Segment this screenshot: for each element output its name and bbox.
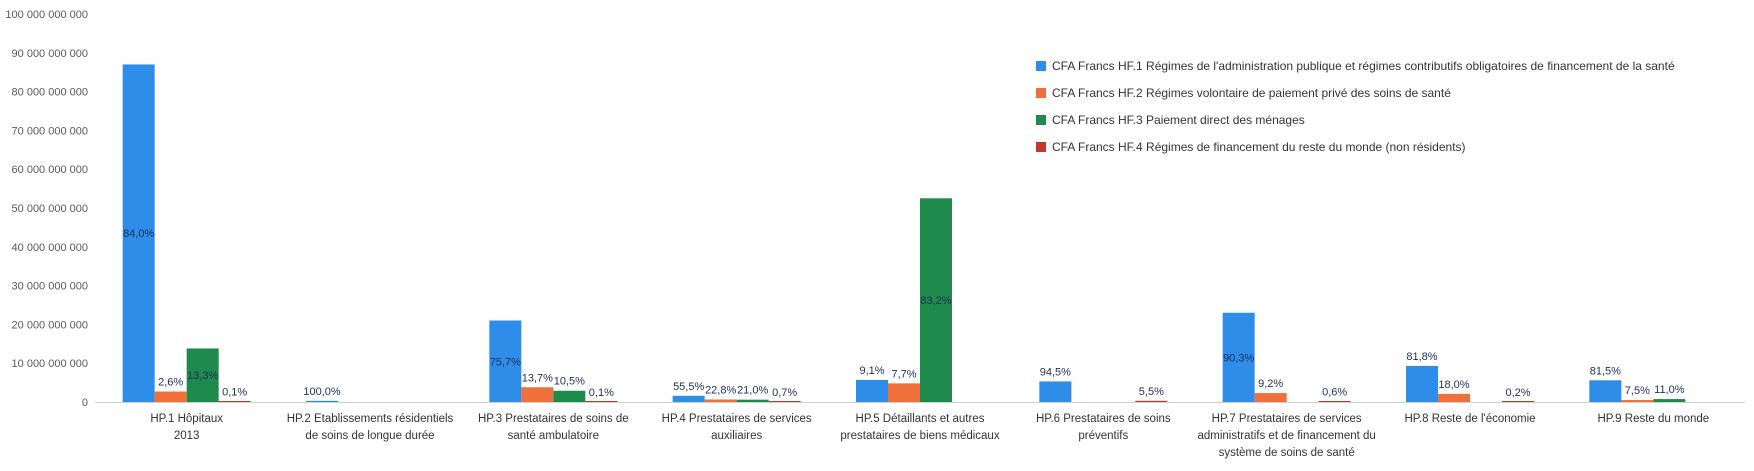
y-tick-label: 80 000 000 000: [12, 87, 88, 99]
data-label: 22,8%: [705, 384, 736, 396]
y-tick-label: 40 000 000 000: [12, 242, 88, 254]
bar: [1438, 393, 1470, 402]
data-label: 90,3%: [1223, 352, 1254, 364]
data-label: 81,8%: [1406, 351, 1437, 363]
data-label: 84,0%: [123, 228, 154, 240]
bar: [736, 399, 769, 402]
legend-swatch: [1036, 115, 1046, 125]
x-tick-label: HP.1 Hôpitaux: [150, 413, 223, 425]
bar: [1589, 380, 1622, 402]
data-label: 0,7%: [772, 387, 797, 399]
x-tick-label: auxiliaires: [711, 430, 762, 442]
data-label: 75,7%: [490, 356, 521, 368]
y-tick-label: 90 000 000 000: [12, 48, 88, 60]
bar: [218, 401, 251, 402]
data-label: 0,1%: [589, 387, 614, 399]
x-tick-label: HP.8 Reste de l'économie: [1404, 413, 1535, 425]
x-tick-label: 2013: [174, 430, 200, 442]
x-tick-label: administratifs et de financement du: [1197, 430, 1375, 442]
y-tick-label: 70 000 000 000: [12, 125, 88, 137]
bar: [489, 320, 522, 402]
bar: [856, 379, 888, 402]
data-label: 5,5%: [1139, 386, 1164, 398]
x-tick-label: préventifs: [1078, 430, 1128, 442]
bar: [768, 401, 801, 402]
legend-label: CFA Francs HF.4 Régimes de financement d…: [1052, 140, 1466, 154]
bar: [1318, 401, 1351, 402]
data-label: 55,5%: [673, 381, 704, 393]
y-tick-label: 60 000 000 000: [12, 164, 88, 176]
y-tick-label: 10 000 000 000: [12, 358, 88, 370]
x-tick-label: HP.5 Détaillants et autres: [856, 413, 985, 425]
legend-swatch: [1036, 61, 1046, 71]
bar: [521, 387, 554, 402]
data-label: 7,5%: [1625, 385, 1650, 397]
y-tick-label: 30 000 000 000: [12, 281, 88, 293]
x-tick-label: HP.2 Etablissements résidentiels: [287, 413, 454, 425]
legend-label: CFA Francs HF.2 Régimes volontaire de pa…: [1052, 86, 1451, 100]
data-label: 0,2%: [1505, 387, 1530, 399]
bar: [1406, 365, 1438, 402]
bar: [122, 64, 155, 402]
data-label: 0,1%: [222, 387, 247, 399]
bar: [1222, 312, 1255, 402]
legend-swatch: [1036, 142, 1046, 152]
x-tick-label: HP.6 Prestataires de soins: [1036, 413, 1171, 425]
x-tick-label: HP.9 Reste du monde: [1597, 413, 1709, 425]
bar: [1039, 381, 1072, 402]
x-tick-label: prestataires de biens médicaux: [840, 430, 999, 442]
bar: [1653, 399, 1686, 402]
legend-label: CFA Francs HF.3 Paiement direct des ména…: [1052, 113, 1305, 127]
bar: [1502, 401, 1534, 402]
bar: [1254, 393, 1287, 402]
bar: [306, 400, 338, 402]
bar: [553, 390, 586, 402]
data-label: 18,0%: [1438, 379, 1469, 391]
data-label: 7,7%: [891, 368, 916, 380]
data-label: 10,5%: [554, 376, 585, 388]
data-label: 9,2%: [1258, 378, 1283, 390]
bar: [1135, 400, 1168, 402]
legend-swatch: [1036, 88, 1046, 98]
x-tick-label: de soins de longue durée: [305, 430, 434, 442]
data-label: 83,2%: [920, 295, 951, 307]
bar: [704, 399, 737, 402]
data-label: 11,0%: [1654, 384, 1685, 396]
bar: [186, 348, 219, 402]
data-label: 9,1%: [859, 365, 884, 377]
bar: [920, 198, 952, 402]
x-tick-label: système de soins de santé: [1219, 447, 1355, 459]
data-label: 100,0%: [303, 386, 341, 398]
x-tick-label: HP.4 Prestataires de services: [662, 413, 812, 425]
bar: [672, 395, 705, 402]
x-tick-label: santé ambulatoire: [508, 430, 599, 442]
data-label: 0,6%: [1322, 386, 1347, 398]
data-label: 2,6%: [158, 377, 183, 389]
y-tick-label: 20 000 000 000: [12, 319, 88, 331]
y-tick-label: 0: [82, 397, 88, 409]
data-label: 81,5%: [1590, 365, 1621, 377]
data-label: 94,5%: [1040, 366, 1071, 378]
data-label: 13,3%: [187, 370, 218, 382]
x-tick-label: HP.3 Prestataires de soins de: [478, 413, 629, 425]
data-label: 13,7%: [522, 372, 553, 384]
x-tick-label: HP.7 Prestataires de services: [1212, 413, 1362, 425]
bar: [888, 383, 920, 402]
bar: [585, 401, 618, 402]
y-tick-label: 50 000 000 000: [12, 203, 88, 215]
data-label: 21,0%: [737, 385, 768, 397]
bar: [154, 391, 187, 402]
y-tick-label: 100 000 000 000: [5, 9, 88, 21]
legend-label: CFA Francs HF.1 Régimes de l'administrat…: [1052, 59, 1675, 73]
bar: [1621, 400, 1654, 402]
